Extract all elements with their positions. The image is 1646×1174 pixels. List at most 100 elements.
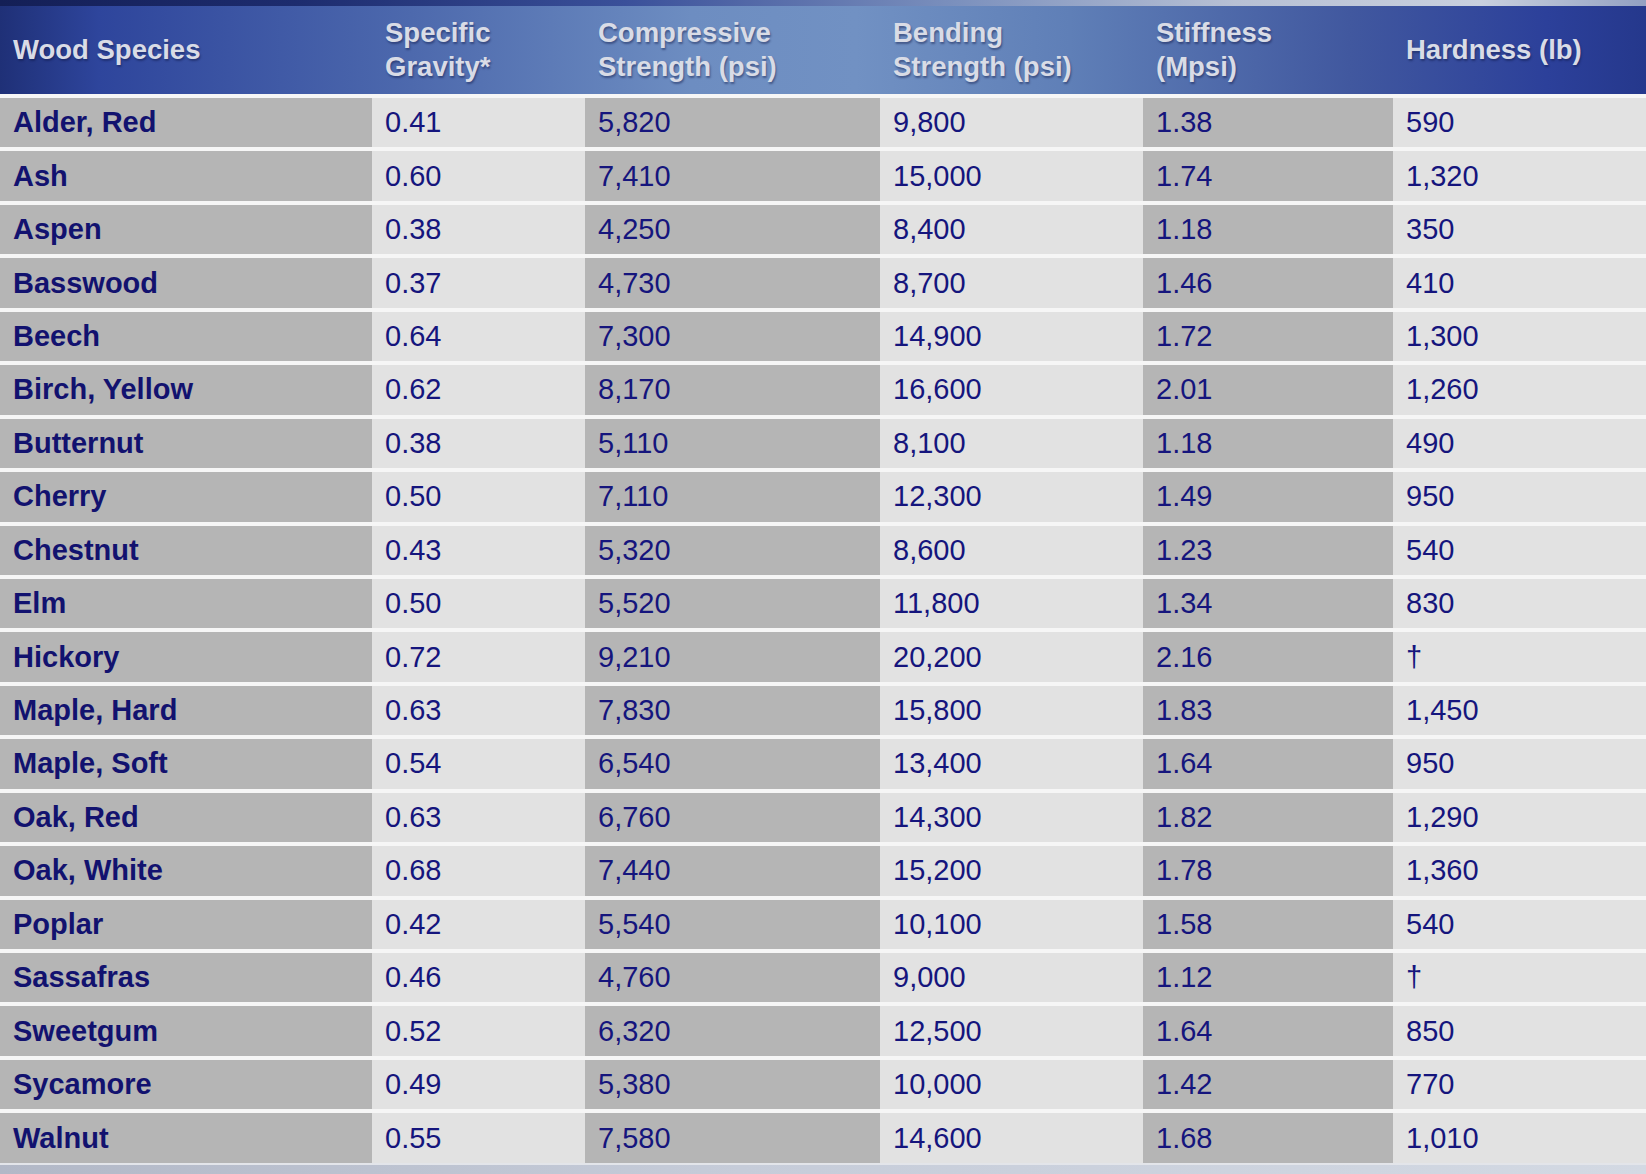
hardness-cell: 770 [1393, 1058, 1646, 1111]
hardness-cell: † [1393, 951, 1646, 1004]
bending-strength-cell: 8,100 [880, 417, 1143, 470]
stiffness-cell: 1.46 [1143, 256, 1393, 309]
table-row: Birch, Yellow0.628,17016,6002.011,260 [0, 363, 1646, 416]
specific-gravity-cell: 0.43 [372, 524, 585, 577]
specific-gravity-cell: 0.37 [372, 256, 585, 309]
hardness-cell: 1,300 [1393, 310, 1646, 363]
bending-strength-cell: 14,300 [880, 791, 1143, 844]
table-row: Alder, Red0.415,8209,8001.38590 [0, 96, 1646, 149]
stiffness-cell: 1.58 [1143, 898, 1393, 951]
stiffness-cell: 1.42 [1143, 1058, 1393, 1111]
table-body: Alder, Red0.415,8209,8001.38590Ash0.607,… [0, 96, 1646, 1163]
stiffness-cell: 1.12 [1143, 951, 1393, 1004]
compressive-strength-cell: 6,760 [585, 791, 880, 844]
table-row: Butternut0.385,1108,1001.18490 [0, 417, 1646, 470]
hardness-cell: † [1393, 630, 1646, 683]
bending-strength-cell: 12,500 [880, 1004, 1143, 1057]
compressive-strength-cell: 9,210 [585, 630, 880, 683]
column-header-hardness: Hardness (lb) [1393, 6, 1646, 96]
compressive-strength-cell: 7,580 [585, 1111, 880, 1162]
stiffness-cell: 1.49 [1143, 470, 1393, 523]
species-cell: Maple, Hard [0, 684, 372, 737]
stiffness-cell: 1.78 [1143, 844, 1393, 897]
table-row: Oak, Red0.636,76014,3001.821,290 [0, 791, 1646, 844]
compressive-strength-cell: 5,820 [585, 96, 880, 149]
hardness-cell: 830 [1393, 577, 1646, 630]
compressive-strength-cell: 4,730 [585, 256, 880, 309]
table-row: Hickory0.729,21020,2002.16† [0, 630, 1646, 683]
species-cell: Basswood [0, 256, 372, 309]
bending-strength-cell: 8,400 [880, 203, 1143, 256]
wood-properties-table: Wood SpeciesSpecific Gravity*Compressive… [0, 6, 1646, 1163]
hardness-cell: 950 [1393, 470, 1646, 523]
species-cell: Sassafras [0, 951, 372, 1004]
table-row: Beech0.647,30014,9001.721,300 [0, 310, 1646, 363]
table-row: Aspen0.384,2508,4001.18350 [0, 203, 1646, 256]
bending-strength-cell: 16,600 [880, 363, 1143, 416]
specific-gravity-cell: 0.62 [372, 363, 585, 416]
stiffness-cell: 1.64 [1143, 737, 1393, 790]
species-cell: Maple, Soft [0, 737, 372, 790]
species-cell: Ash [0, 149, 372, 202]
stiffness-cell: 2.16 [1143, 630, 1393, 683]
bending-strength-cell: 20,200 [880, 630, 1143, 683]
hardness-cell: 1,450 [1393, 684, 1646, 737]
compressive-strength-cell: 4,760 [585, 951, 880, 1004]
table-row: Maple, Hard0.637,83015,8001.831,450 [0, 684, 1646, 737]
bending-strength-cell: 14,900 [880, 310, 1143, 363]
species-cell: Beech [0, 310, 372, 363]
species-cell: Chestnut [0, 524, 372, 577]
species-cell: Birch, Yellow [0, 363, 372, 416]
compressive-strength-cell: 5,320 [585, 524, 880, 577]
specific-gravity-cell: 0.50 [372, 577, 585, 630]
specific-gravity-cell: 0.42 [372, 898, 585, 951]
table-row: Maple, Soft0.546,54013,4001.64950 [0, 737, 1646, 790]
species-cell: Oak, Red [0, 791, 372, 844]
species-cell: Oak, White [0, 844, 372, 897]
column-header-compressive-strength: Compressive Strength (psi) [585, 6, 880, 96]
bending-strength-cell: 12,300 [880, 470, 1143, 523]
compressive-strength-cell: 7,440 [585, 844, 880, 897]
hardness-cell: 1,010 [1393, 1111, 1646, 1162]
table-header: Wood SpeciesSpecific Gravity*Compressive… [0, 6, 1646, 96]
compressive-strength-cell: 5,380 [585, 1058, 880, 1111]
specific-gravity-cell: 0.72 [372, 630, 585, 683]
compressive-strength-cell: 5,520 [585, 577, 880, 630]
species-cell: Hickory [0, 630, 372, 683]
species-cell: Butternut [0, 417, 372, 470]
hardness-cell: 1,360 [1393, 844, 1646, 897]
specific-gravity-cell: 0.64 [372, 310, 585, 363]
hardness-cell: 1,290 [1393, 791, 1646, 844]
bending-strength-cell: 15,800 [880, 684, 1143, 737]
species-cell: Sweetgum [0, 1004, 372, 1057]
hardness-cell: 850 [1393, 1004, 1646, 1057]
column-header-specific-gravity: Specific Gravity* [372, 6, 585, 96]
compressive-strength-cell: 4,250 [585, 203, 880, 256]
specific-gravity-cell: 0.54 [372, 737, 585, 790]
specific-gravity-cell: 0.38 [372, 417, 585, 470]
stiffness-cell: 2.01 [1143, 363, 1393, 416]
bending-strength-cell: 8,700 [880, 256, 1143, 309]
table-row: Walnut0.557,58014,6001.681,010 [0, 1111, 1646, 1162]
stiffness-cell: 1.64 [1143, 1004, 1393, 1057]
specific-gravity-cell: 0.41 [372, 96, 585, 149]
table-row: Ash0.607,41015,0001.741,320 [0, 149, 1646, 202]
hardness-cell: 540 [1393, 898, 1646, 951]
hardness-cell: 950 [1393, 737, 1646, 790]
stiffness-cell: 1.34 [1143, 577, 1393, 630]
stiffness-cell: 1.38 [1143, 96, 1393, 149]
slide-bottom-edge [0, 1163, 1646, 1174]
hardness-cell: 350 [1393, 203, 1646, 256]
species-cell: Cherry [0, 470, 372, 523]
hardness-cell: 490 [1393, 417, 1646, 470]
stiffness-cell: 1.68 [1143, 1111, 1393, 1162]
compressive-strength-cell: 8,170 [585, 363, 880, 416]
stiffness-cell: 1.18 [1143, 203, 1393, 256]
stiffness-cell: 1.72 [1143, 310, 1393, 363]
compressive-strength-cell: 5,540 [585, 898, 880, 951]
table-row: Oak, White0.687,44015,2001.781,360 [0, 844, 1646, 897]
bending-strength-cell: 9,800 [880, 96, 1143, 149]
specific-gravity-cell: 0.38 [372, 203, 585, 256]
compressive-strength-cell: 7,410 [585, 149, 880, 202]
stiffness-cell: 1.18 [1143, 417, 1393, 470]
